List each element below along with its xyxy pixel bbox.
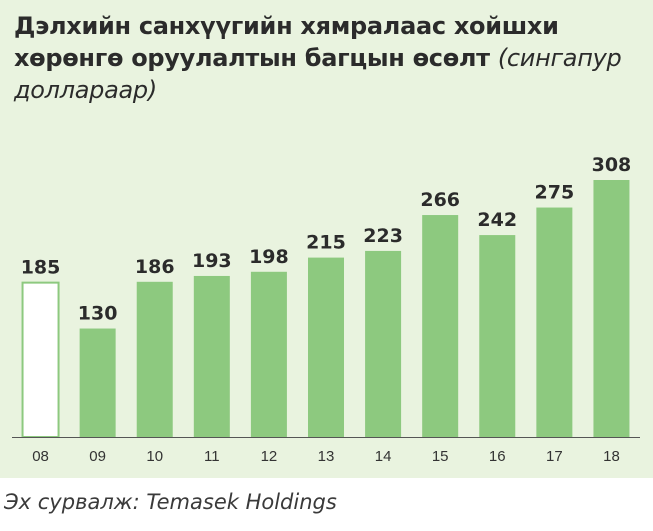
x-tick-label-13: 13 — [318, 448, 335, 465]
x-tick-label-10: 10 — [146, 448, 163, 465]
bar-12 — [250, 271, 287, 437]
bar-08 — [21, 281, 60, 438]
x-tick-label-16: 16 — [489, 448, 506, 465]
bar-13 — [308, 257, 344, 437]
value-label-16: 242 — [477, 209, 517, 231]
value-label-17: 275 — [535, 182, 575, 204]
bar-15 — [422, 215, 459, 437]
value-label-09: 130 — [78, 303, 118, 325]
x-tick-label-08: 08 — [32, 448, 49, 465]
x-tick-label-15: 15 — [432, 448, 449, 465]
chart-unit: (сингапур доллараар) — [14, 44, 622, 104]
x-tick-label-09: 09 — [89, 448, 106, 465]
value-label-11: 193 — [192, 250, 232, 272]
bar-14 — [365, 250, 402, 437]
value-label-14: 223 — [363, 225, 403, 247]
value-label-13: 215 — [306, 232, 346, 254]
value-label-12: 198 — [249, 246, 289, 268]
chart-title-text: Дэлхийн санхүүгийн хямралаас хойшхи хөрө… — [14, 12, 559, 72]
bar-chart: 185 08 130 09 186 10 193 11 198 12 215 13 223 14 266 15… — [12, 154, 640, 465]
bar-09 — [79, 328, 116, 437]
x-tick-label-17: 17 — [546, 448, 563, 465]
value-label-15: 266 — [420, 189, 460, 211]
value-label-08: 185 — [21, 257, 61, 279]
bar-11 — [193, 275, 230, 437]
source-note: Эх сурвалж: Temasek Holdings — [4, 490, 337, 514]
value-label-10: 186 — [135, 256, 175, 278]
bar-18 — [593, 180, 630, 437]
x-tick-label-18: 18 — [603, 448, 620, 465]
bar-16 — [479, 235, 516, 437]
x-tick-label-12: 12 — [261, 448, 278, 465]
bar-17 — [536, 207, 573, 437]
bar-10 — [136, 281, 173, 437]
chart-title: Дэлхийн санхүүгийн хямралаас хойшхи хөрө… — [14, 10, 644, 106]
x-tick-label-14: 14 — [375, 448, 392, 465]
x-tick-label-11: 11 — [204, 448, 220, 465]
value-label-18: 308 — [592, 154, 632, 176]
